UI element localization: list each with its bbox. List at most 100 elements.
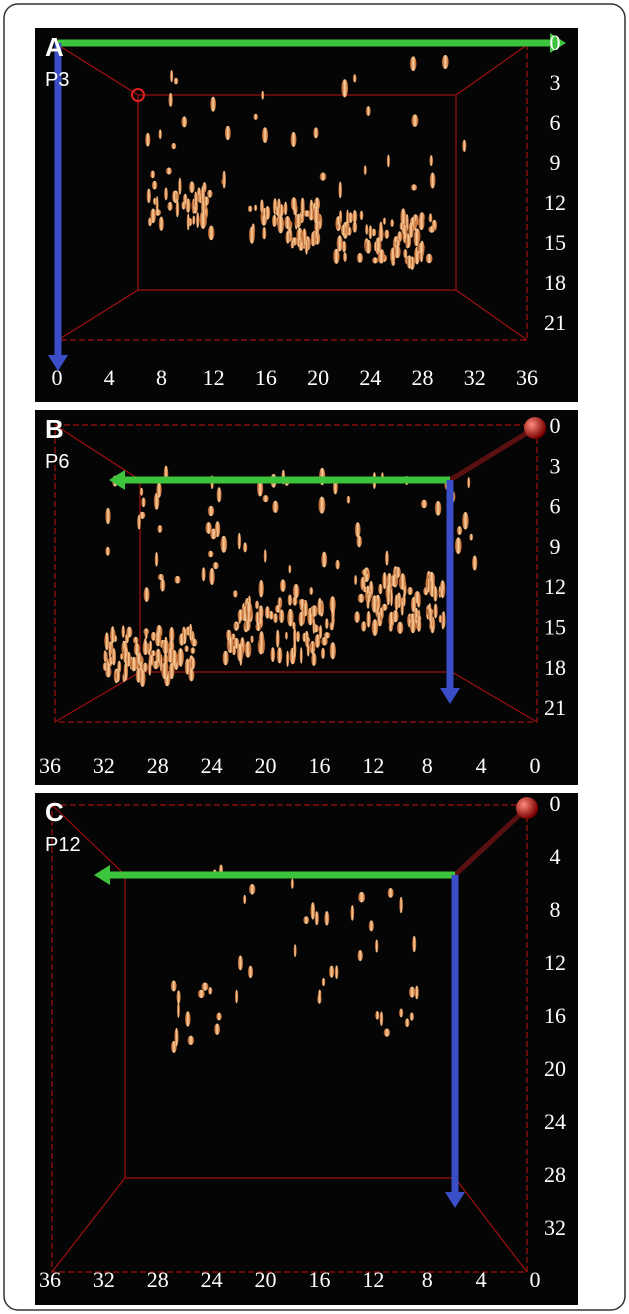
- particle: [357, 593, 365, 603]
- particle: [167, 648, 174, 663]
- particle: [235, 989, 239, 1004]
- particle: [383, 1028, 391, 1037]
- particle: [416, 615, 422, 622]
- particle: [248, 226, 255, 244]
- particle: [207, 505, 215, 517]
- particle: [158, 129, 162, 139]
- particle: [354, 611, 361, 623]
- particle: [284, 631, 288, 640]
- particle: [142, 662, 148, 672]
- particle: [255, 611, 260, 624]
- particle: [144, 630, 148, 640]
- particle: [292, 621, 296, 630]
- particle: [404, 1018, 410, 1027]
- origin-ball: [524, 417, 546, 439]
- particle: [412, 935, 417, 953]
- x-tick-label: 4: [476, 1267, 487, 1292]
- particle: [399, 1008, 404, 1018]
- particle: [472, 555, 478, 571]
- particle: [277, 215, 285, 234]
- particle: [212, 562, 219, 570]
- particle: [356, 253, 363, 263]
- particle: [399, 896, 403, 914]
- x-tick-label: 20: [255, 1267, 277, 1292]
- particle: [148, 640, 153, 652]
- particle: [388, 623, 393, 632]
- wire-edge: [454, 1177, 528, 1273]
- particle: [323, 632, 331, 639]
- blue-arrow-head: [445, 1192, 465, 1208]
- x-tick-label: 32: [93, 1267, 115, 1292]
- particle: [425, 253, 433, 264]
- particle: [429, 155, 434, 167]
- particle: [290, 240, 295, 249]
- particle: [264, 606, 270, 619]
- particle: [102, 662, 108, 671]
- particle: [335, 559, 340, 570]
- panel-sublabel: P12: [45, 834, 81, 856]
- x-tick-label: 32: [93, 753, 115, 778]
- y-tick-label: 0: [550, 413, 561, 438]
- particle: [237, 609, 244, 622]
- particle: [346, 495, 351, 504]
- particle: [341, 241, 347, 253]
- particle: [270, 647, 276, 662]
- x-tick-label: 36: [39, 1267, 61, 1292]
- x-tick-label: 20: [255, 753, 277, 778]
- wire-edge: [57, 44, 139, 96]
- panel-sublabel: P6: [45, 451, 69, 473]
- particle: [371, 619, 379, 636]
- particle: [276, 647, 283, 664]
- particle: [205, 522, 212, 534]
- particle: [181, 116, 188, 128]
- particle: [187, 1035, 195, 1046]
- particle: [341, 79, 349, 98]
- particle: [311, 652, 317, 666]
- particle: [352, 221, 358, 233]
- particle: [417, 242, 425, 253]
- y-tick-label: 21: [544, 695, 566, 720]
- particle: [293, 640, 297, 658]
- y-tick-label: 0: [550, 30, 561, 55]
- particle: [400, 600, 404, 616]
- x-tick-label: 24: [201, 753, 223, 778]
- particle: [366, 611, 371, 628]
- particle: [210, 96, 217, 112]
- particle: [378, 583, 383, 595]
- y-tick-label: 24: [544, 1109, 566, 1134]
- particle: [186, 213, 190, 231]
- particle: [290, 132, 297, 147]
- particle: [321, 636, 328, 646]
- particle: [183, 193, 188, 205]
- particle: [199, 210, 207, 229]
- particle: [287, 594, 293, 606]
- particle: [201, 200, 206, 215]
- particle: [244, 642, 251, 654]
- particle: [399, 222, 404, 230]
- particle: [209, 568, 215, 585]
- particle: [429, 172, 436, 189]
- wire-edge: [54, 424, 141, 481]
- particle: [442, 611, 446, 626]
- particle: [143, 587, 150, 602]
- particle: [286, 650, 290, 667]
- particle: [207, 225, 215, 241]
- particle: [247, 965, 254, 979]
- particle: [148, 659, 152, 676]
- particle: [456, 526, 463, 535]
- particle: [193, 194, 198, 210]
- particle: [298, 611, 305, 627]
- particle: [262, 495, 269, 503]
- particle: [406, 255, 412, 269]
- particle: [285, 231, 291, 244]
- particle: [220, 535, 228, 553]
- particle: [191, 638, 198, 647]
- particle: [253, 204, 258, 211]
- particle: [296, 238, 301, 247]
- particle: [386, 154, 390, 168]
- particle: [403, 249, 408, 259]
- particle: [150, 170, 156, 179]
- y-tick-label: 12: [544, 574, 566, 599]
- y-tick-label: 6: [550, 494, 561, 519]
- particle: [208, 987, 213, 995]
